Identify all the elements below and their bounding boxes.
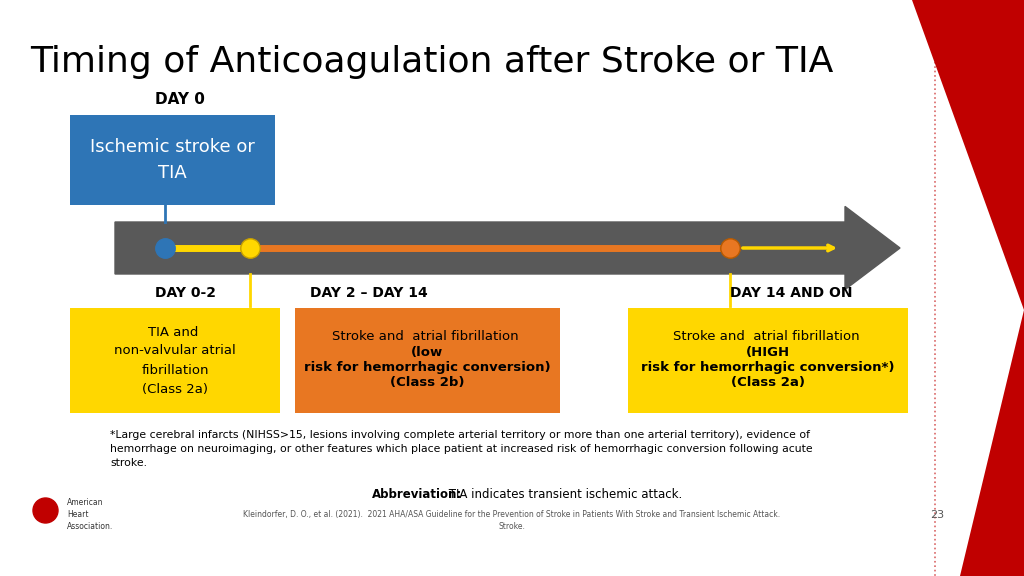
Text: DAY 14 AND ON: DAY 14 AND ON [730, 286, 853, 300]
Text: DAY 0: DAY 0 [155, 92, 205, 107]
Text: DAY 0-2: DAY 0-2 [155, 286, 216, 300]
Text: 23: 23 [930, 510, 944, 520]
FancyBboxPatch shape [295, 308, 560, 413]
Text: Kleindorfer, D. O., et al. (2021).  2021 AHA/ASA Guideline for the Prevention of: Kleindorfer, D. O., et al. (2021). 2021 … [244, 510, 780, 531]
Text: Stroke and  atrial fibrillation: Stroke and atrial fibrillation [673, 330, 863, 343]
Text: risk for hemorrhagic conversion): risk for hemorrhagic conversion) [304, 361, 551, 374]
Text: TIA indicates transient ischemic attack.: TIA indicates transient ischemic attack. [445, 488, 682, 501]
FancyBboxPatch shape [70, 115, 275, 205]
Polygon shape [912, 0, 1024, 310]
Text: TIA and 
non-valvular atrial
fibrillation
(Class 2a): TIA and non-valvular atrial fibrillation… [114, 325, 236, 396]
FancyArrow shape [115, 206, 900, 290]
Text: *Large cerebral infarcts (NIHSS>15, lesions involving complete arterial territor: *Large cerebral infarcts (NIHSS>15, lesi… [110, 430, 813, 468]
Text: American
Heart
Association.: American Heart Association. [67, 498, 114, 530]
FancyBboxPatch shape [70, 308, 280, 413]
Polygon shape [961, 310, 1024, 576]
Text: Abbreviation:: Abbreviation: [372, 488, 462, 501]
Text: Timing of Anticoagulation after Stroke or TIA: Timing of Anticoagulation after Stroke o… [30, 45, 834, 79]
Text: risk for hemorrhagic conversion*): risk for hemorrhagic conversion*) [641, 361, 895, 374]
Text: DAY 2 – DAY 14: DAY 2 – DAY 14 [310, 286, 428, 300]
Text: (Class 2a): (Class 2a) [731, 376, 805, 389]
Text: (HIGH: (HIGH [745, 346, 791, 359]
Text: (low: (low [412, 346, 443, 359]
FancyBboxPatch shape [628, 308, 908, 413]
Text: Stroke and  atrial fibrillation: Stroke and atrial fibrillation [332, 330, 523, 343]
Text: Ischemic stroke or
TIA: Ischemic stroke or TIA [90, 138, 255, 181]
Text: (Class 2b): (Class 2b) [390, 376, 465, 389]
